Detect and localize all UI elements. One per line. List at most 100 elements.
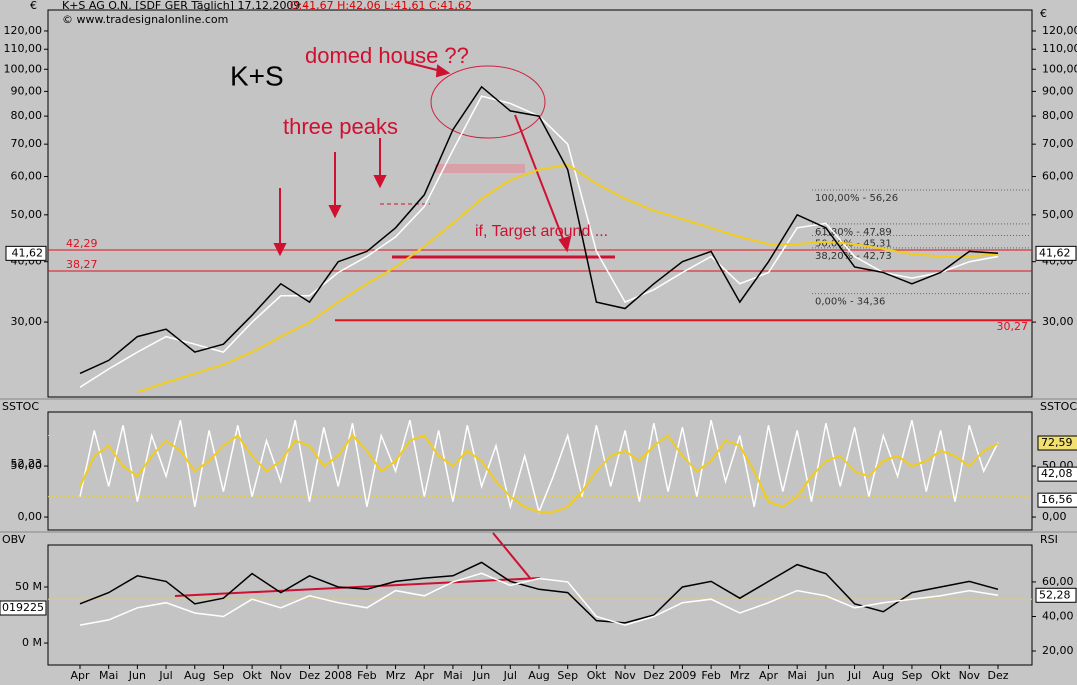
header-title: K+S AG O.N. [SDF GER Täglich] 17.12.2009… [62,0,308,12]
annotation: domed house ?? [305,43,469,68]
x-tick-label: Apr [70,669,90,682]
x-tick-label: Mai [443,669,462,682]
stoch-title: SSTOC [2,400,39,413]
series-line [79,85,999,375]
x-tick-label: Dez [987,669,1008,682]
value-box [1035,587,1077,603]
x-tick-label: 2009 [668,669,696,682]
x-tick-label: Sep [213,669,234,682]
fib-label: 100,00% - 56,26 [815,193,898,204]
y-tick-label: 30,00 [1042,315,1074,328]
x-tick-label: Jun [128,669,146,682]
value-box [1035,245,1077,261]
x-tick-label: Dez [299,669,320,682]
x-tick-label: Jul [158,669,172,682]
hline-label: 30,27 [997,320,1029,333]
y-tick-label: 90,00 [11,84,43,97]
y-tick-label: 0,00 [1042,510,1067,523]
value-label: 52,28 [1039,588,1071,601]
y-tick-label: 90,00 [1042,84,1074,97]
obv-panel [47,544,1033,666]
y-tick-label: 120,00 [1042,24,1077,37]
x-tick-label: Nov [614,669,636,682]
x-tick-label: Nov [959,669,981,682]
series-line [79,561,999,624]
y-tick-label: 110,00 [4,42,43,55]
y2-tick-label: 40,00 [1042,609,1074,622]
series-line [137,163,999,394]
value-box [0,600,47,616]
arrows [174,61,572,597]
value-label: 72,59 [1041,436,1073,449]
x-tick-label: Feb [357,669,376,682]
hline-label: 38,27 [66,258,98,271]
header-quote: O:41,67 H:42,06 L:41,61 C:41,62 [290,0,472,12]
y-tick-label: 50 M [15,580,42,593]
x-tick-label: Jun [472,669,490,682]
value-label: 42,08 [1041,467,1073,480]
x-tick-label: Jul [503,669,517,682]
header-credit: © www.tradesignalonline.com [62,13,228,26]
value-box [1037,492,1077,508]
annotation: if, Target around ... [475,223,608,240]
stoch-title-right: SSTOC [1040,400,1077,413]
y-tick-label: 110,00 [1042,42,1077,55]
y-tick-label: 60,00 [1042,170,1074,183]
currency-left: € [30,0,37,12]
value-label: 41,62 [1039,246,1071,259]
y-tick-label: 0 M [22,636,42,649]
x-tick-label: Sep [557,669,578,682]
x-tick-label: Aug [873,669,894,682]
y-tick-label: 50,00 [1042,208,1074,221]
fib-label: 38,20% - 42,73 [815,251,892,262]
x-tick-label: Mrz [730,669,750,682]
value-box [5,245,47,261]
value-box [1037,466,1077,482]
x-tick-label: Jul [847,669,861,682]
obv-title: OBV [2,533,26,546]
y2-tick-label: 20,00 [1042,644,1074,657]
x-tick-label: Apr [415,669,435,682]
fib-label: 61,80% - 47,89 [815,227,892,238]
series-line [79,572,999,626]
y2-tick-label: 60,00 [1042,575,1074,588]
x-tick-label: Sep [902,669,923,682]
x-tick-label: Mai [99,669,118,682]
currency-right: € [1040,7,1047,20]
rsi-title: RSI [1040,533,1058,546]
x-tick-label: Mrz [386,669,406,682]
x-tick-label: 2008 [324,669,352,682]
hline-label: 42,29 [66,237,98,250]
value-label: 41,62 [12,246,44,259]
y-tick-label: 70,00 [11,137,43,150]
y-tick-label: 80,00 [1042,109,1074,122]
fib-label: 0,00% - 34,36 [815,297,885,308]
y-tick-label: 120,00 [4,24,43,37]
x-tick-label: Feb [701,669,720,682]
y-tick-label: 70,00 [1042,137,1074,150]
y-tick-label: 0,00 [18,510,43,523]
dome-circle [430,65,546,139]
y-tick-label: 50,00 [11,208,43,221]
y-tick-label: 30,00 [11,315,43,328]
value-label: 16,56 [1041,493,1073,506]
price-panel [47,9,1033,398]
x-tick-label: Aug [528,669,549,682]
left-value: 52,23 [11,457,43,470]
x-tick-label: Dez [643,669,664,682]
value-box [1037,435,1077,451]
x-tick-label: Okt [587,669,607,682]
x-tick-label: Okt [931,669,951,682]
neckline-zone [435,164,525,173]
annotation: K+S [230,60,284,91]
y-tick-label: 100,00 [4,62,43,75]
x-tick-label: Mai [788,669,807,682]
left-value: 019225 [2,601,44,614]
y-tick-label: 100,00 [1042,62,1077,75]
y-tick-label: 60,00 [11,170,43,183]
annotation: three peaks [283,114,398,139]
x-tick-label: Nov [270,669,292,682]
series-line [79,433,999,513]
